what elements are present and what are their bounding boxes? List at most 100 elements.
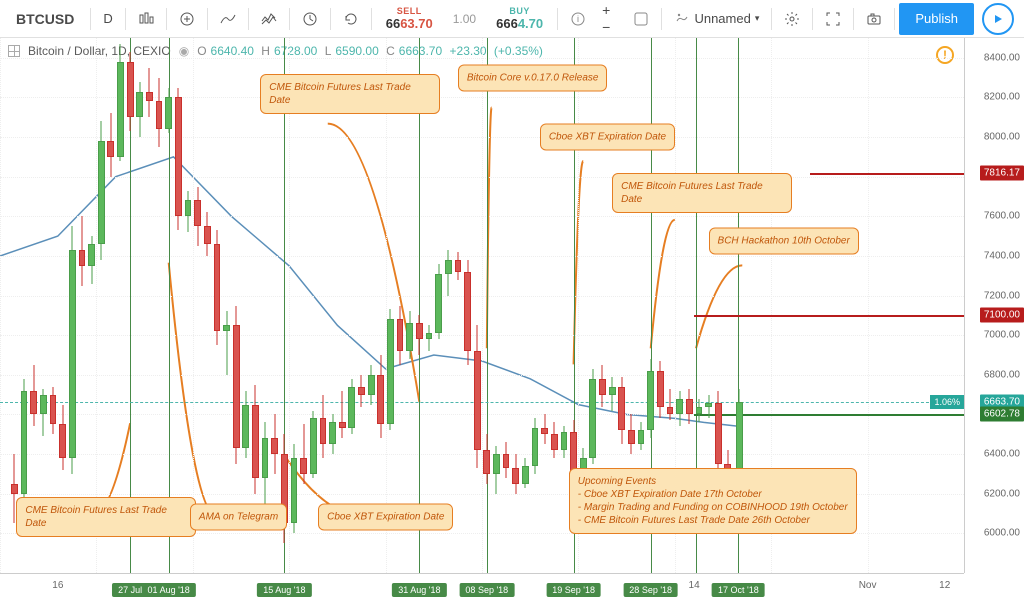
candle [79, 38, 86, 573]
level-line [694, 315, 964, 317]
price-tick: 7400.00 [984, 250, 1020, 261]
annotation-callout[interactable]: CME Bitcoin Futures Last Trade Date [260, 74, 440, 114]
candle [474, 38, 481, 573]
annotation-callout[interactable]: Cboe XBT Expiration Date [318, 503, 453, 530]
candle [358, 38, 365, 573]
price-tick: 8400.00 [984, 52, 1020, 63]
candle [522, 38, 529, 573]
candle [406, 38, 413, 573]
top-toolbar: BTCUSD D SELL 6663.70 1.00 BUY 6664.70 i… [0, 0, 1024, 38]
price-axis[interactable]: 6000.006200.006400.006600.006800.007000.… [964, 38, 1024, 573]
time-tick: 16 [52, 580, 63, 591]
sell-button[interactable]: SELL 6663.70 [376, 2, 443, 36]
level-line [0, 402, 964, 403]
candle [455, 38, 462, 573]
chart-area[interactable]: Bitcoin / Dollar, 1D, CEXIO ◉ O6640.40 H… [0, 38, 964, 573]
candle [194, 38, 201, 573]
price-marker: 6602.78 [980, 406, 1024, 421]
candle [88, 38, 95, 573]
level-line [810, 173, 964, 175]
candle [281, 38, 288, 573]
sell-price: 6663.70 [386, 16, 433, 31]
settings-icon[interactable] [776, 4, 808, 34]
buy-button[interactable]: BUY 6664.70 [486, 2, 553, 36]
symbol-selector[interactable]: BTCUSD [4, 4, 86, 34]
annotation-callout[interactable]: CME Bitcoin Futures Last Trade Date [612, 173, 792, 213]
financials-icon[interactable] [253, 4, 285, 34]
candle [368, 38, 375, 573]
candle [127, 38, 134, 573]
time-tick: 14 [689, 580, 700, 591]
order-qty[interactable]: 1.00 [445, 12, 484, 26]
candle [310, 38, 317, 573]
sell-label: SELL [397, 6, 422, 16]
annotation-callout[interactable]: Cboe XBT Expiration Date [540, 123, 675, 150]
candle [252, 38, 259, 573]
camera-icon[interactable] [858, 4, 890, 34]
indicators-icon[interactable] [212, 4, 244, 34]
candle [59, 38, 66, 573]
candle [136, 38, 143, 573]
zoom-in-icon[interactable]: + [596, 2, 616, 19]
price-marker: 7100.00 [980, 308, 1024, 323]
candle [146, 38, 153, 573]
time-tick: 12 [939, 580, 950, 591]
annotation-callout[interactable]: BCH Hackathon 10th October [709, 228, 859, 255]
candle [426, 38, 433, 573]
price-tick: 8200.00 [984, 92, 1020, 103]
buy-price: 6664.70 [496, 16, 543, 31]
candle [262, 38, 269, 573]
annotation-callout[interactable]: Upcoming Events - Cboe XBT Expiration Da… [569, 468, 857, 534]
annotation-callout[interactable]: CME Bitcoin Futures Last Trade Date [16, 497, 196, 537]
svg-text:i: i [577, 14, 579, 24]
layout-selector[interactable]: Unnamed ▾ [666, 4, 767, 34]
zoom-out-icon[interactable]: − [596, 19, 616, 36]
candle [69, 38, 76, 573]
price-tick: 7000.00 [984, 330, 1020, 341]
price-tick: 6400.00 [984, 449, 1020, 460]
checkbox-icon[interactable] [625, 4, 657, 34]
candle [377, 38, 384, 573]
price-tick: 6800.00 [984, 369, 1020, 380]
candle [464, 38, 471, 573]
candle [271, 38, 278, 573]
info-icon[interactable]: i [562, 4, 594, 34]
chevron-down-icon: ▾ [755, 13, 760, 24]
candle [416, 38, 423, 573]
candle [233, 38, 240, 573]
candle [532, 38, 539, 573]
price-tick: 8000.00 [984, 132, 1020, 143]
candle [483, 38, 490, 573]
time-tick: Nov [859, 580, 877, 591]
candle [242, 38, 249, 573]
candle [435, 38, 442, 573]
candle [204, 38, 211, 573]
candles-icon[interactable] [130, 4, 162, 34]
timeframe-selector[interactable]: D [95, 4, 120, 34]
time-axis[interactable]: 16 14 Nov 12 [0, 573, 964, 601]
candle [21, 38, 28, 573]
level-line [694, 414, 964, 416]
candle [541, 38, 548, 573]
fullscreen-icon[interactable] [817, 4, 849, 34]
replay-icon[interactable] [335, 4, 367, 34]
buy-label: BUY [509, 6, 530, 16]
candle [223, 38, 230, 573]
annotation-callout[interactable]: Bitcoin Core v.0.17.0 Release [458, 65, 608, 92]
publish-button[interactable]: Publish [899, 3, 974, 35]
warning-icon[interactable]: ! [936, 46, 954, 64]
candle [339, 38, 346, 573]
alert-icon[interactable] [294, 4, 326, 34]
layout-name: Unnamed [694, 11, 750, 26]
candle [30, 38, 37, 573]
play-icon[interactable] [982, 3, 1014, 35]
candle [551, 38, 558, 573]
price-tick: 6000.00 [984, 528, 1020, 539]
annotation-callout[interactable]: AMA on Telegram [190, 503, 287, 530]
candle [50, 38, 57, 573]
candle [98, 38, 105, 573]
candle [107, 38, 114, 573]
candle [165, 38, 172, 573]
price-marker: 7816.17 [980, 166, 1024, 181]
add-icon[interactable] [171, 4, 203, 34]
